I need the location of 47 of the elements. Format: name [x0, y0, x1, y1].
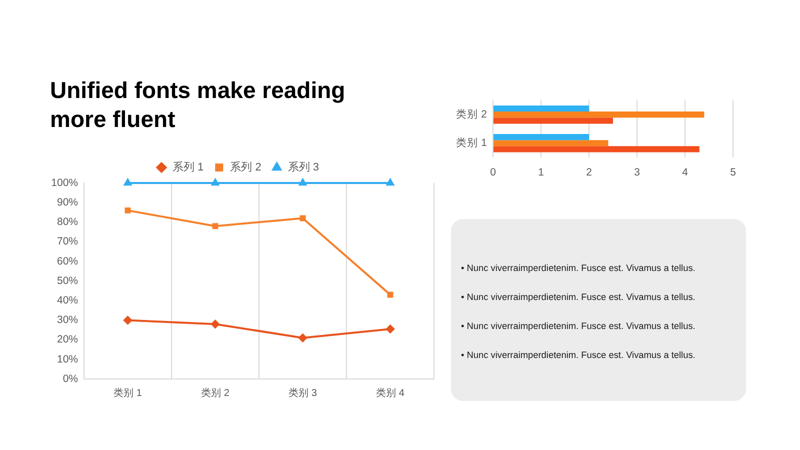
legend-label: 系列 3: [288, 160, 320, 174]
bar: [494, 134, 589, 140]
point: [211, 178, 220, 186]
y-tick-label: 100%: [51, 176, 78, 189]
point: [212, 223, 218, 230]
y-tick-label: 30%: [56, 314, 78, 326]
y-tick-label: 40%: [56, 294, 78, 306]
x-tick-label: 3: [634, 166, 640, 179]
text: • Nunc viverraimperdietenim. Fusce est. Vivamus a tellus.: [461, 349, 696, 362]
point: [124, 178, 132, 186]
point: [124, 207, 131, 214]
x-tick-label: 类别 2: [201, 386, 230, 399]
bar: [494, 118, 613, 124]
y-tick-label: 50%: [56, 274, 78, 287]
text: • Nunc viverraimperdietenim. Fusce est. Vivamus a tellus.: [461, 320, 696, 333]
x-tick-label: 类别 4: [376, 386, 405, 399]
x-tick-label: 1: [538, 166, 544, 179]
y-tick-label: 10%: [56, 353, 78, 366]
point: [211, 320, 220, 328]
point: [300, 215, 306, 222]
bar: [494, 146, 700, 152]
point: [298, 178, 307, 186]
point: [386, 324, 394, 334]
point: [387, 292, 394, 298]
bar: [494, 112, 704, 118]
x-tick-label: 类别 1: [114, 386, 142, 399]
y-tick-label: 60%: [56, 255, 78, 268]
y-tick-label: 90%: [56, 196, 78, 208]
bar: [494, 105, 589, 112]
x-tick-label: 2: [586, 166, 592, 179]
legend-label: 系列 2: [230, 160, 262, 174]
point: [298, 334, 307, 342]
chart-title: Unified fonts make reading more fluent: [50, 76, 346, 134]
y-tick-label: 20%: [56, 334, 78, 346]
y-tick-label: 80%: [56, 216, 78, 228]
text: • Nunc viverraimperdietenim. Fusce est. Vivamus a tellus.: [461, 291, 696, 304]
y-tick-label: 70%: [56, 236, 78, 248]
y-tick-label: 0%: [62, 372, 78, 385]
text: • Nunc viverraimperdietenim. Fusce est. Vivamus a tellus.: [461, 262, 696, 275]
bar: [494, 140, 608, 146]
x-tick-label: 5: [730, 166, 736, 179]
x-tick-label: 0: [490, 166, 496, 179]
x-tick-label: 4: [682, 166, 688, 179]
x-tick-label: 类别 3: [288, 386, 318, 399]
legend-label: 系列 1: [172, 160, 204, 174]
point: [124, 316, 132, 324]
point: [386, 178, 394, 186]
